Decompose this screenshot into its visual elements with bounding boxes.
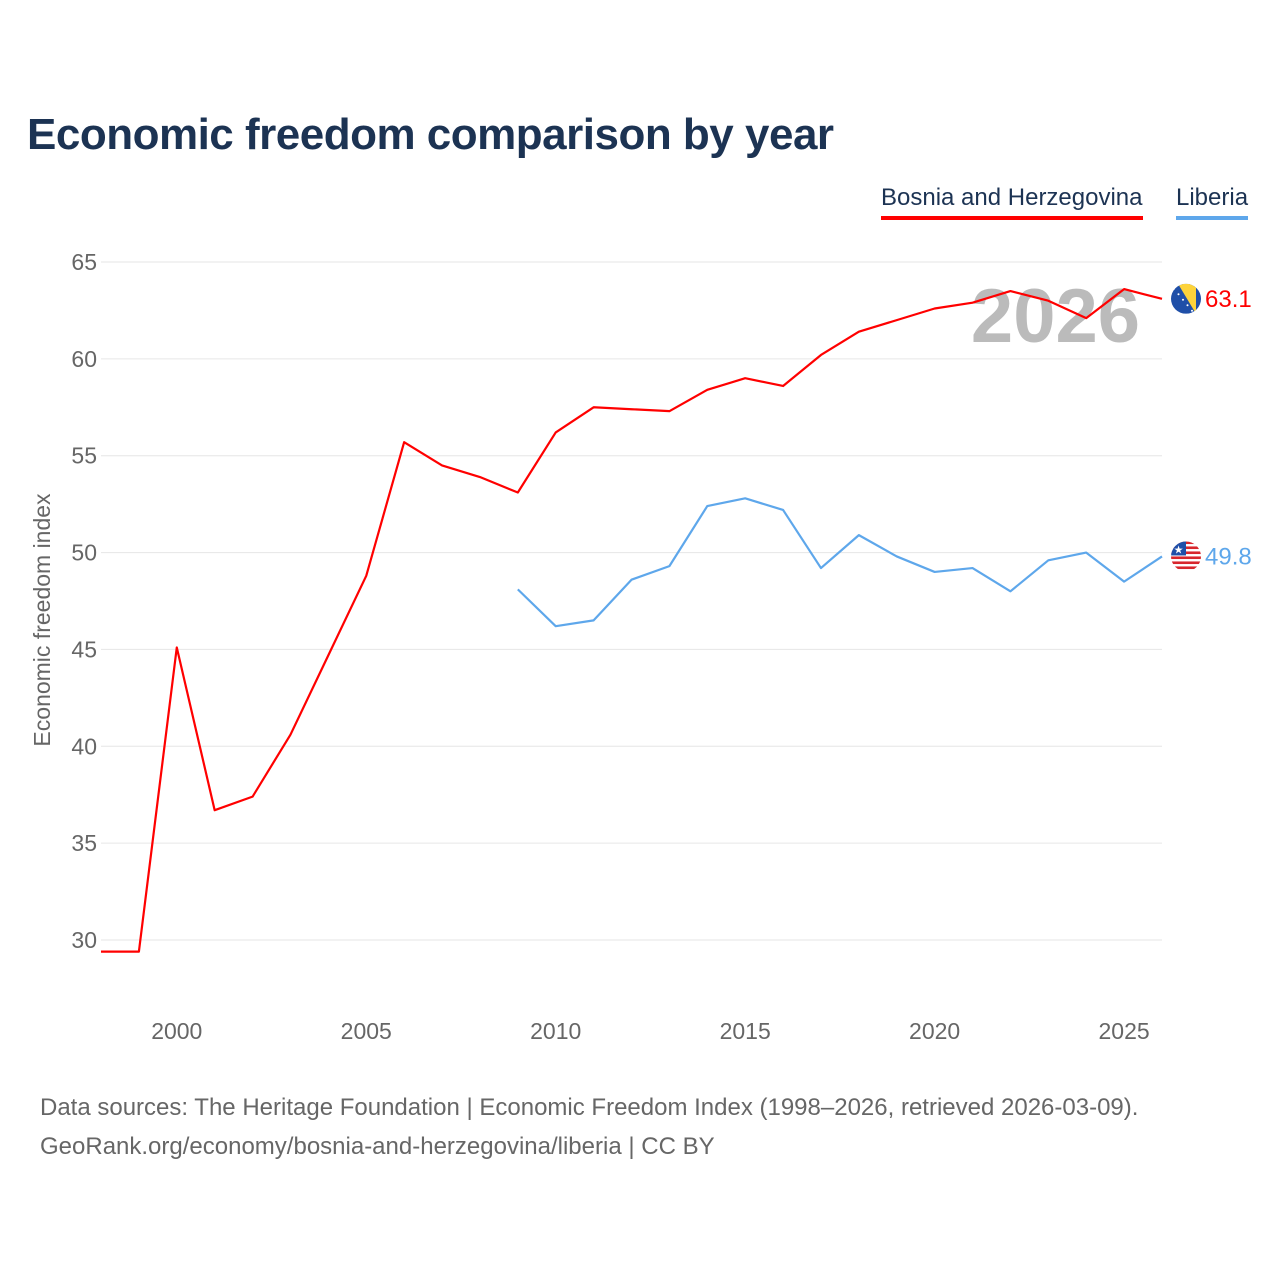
chart-title: Economic freedom comparison by year	[27, 110, 834, 159]
legend-item-bosnia[interactable]: Bosnia and Herzegovina	[881, 184, 1143, 220]
x-tick-label: 2010	[530, 1018, 581, 1044]
bosnia-flag-icon	[1171, 283, 1201, 314]
data-point[interactable]	[894, 553, 900, 559]
series-line-bosnia[interactable]	[101, 288, 1163, 953]
data-point[interactable]	[666, 408, 672, 414]
data-point[interactable]	[1121, 579, 1127, 585]
data-point[interactable]	[1007, 588, 1013, 594]
data-point[interactable]	[591, 617, 597, 623]
data-point[interactable]	[250, 794, 256, 800]
data-point[interactable]	[742, 495, 748, 501]
data-point[interactable]	[1159, 296, 1165, 302]
data-point[interactable]	[894, 317, 900, 323]
data-point[interactable]	[1045, 557, 1051, 563]
data-point[interactable]	[553, 623, 559, 629]
data-point[interactable]	[1121, 286, 1127, 292]
y-axis-label: Economic freedom index	[29, 493, 55, 747]
y-tick-label: 35	[71, 830, 97, 856]
data-point[interactable]	[629, 406, 635, 412]
y-tick-label: 65	[71, 249, 97, 275]
data-point[interactable]	[325, 652, 331, 658]
data-point[interactable]	[212, 807, 218, 813]
data-point[interactable]	[1083, 550, 1089, 556]
end-value-label: 49.8	[1205, 543, 1252, 570]
y-tick-label: 40	[71, 733, 97, 759]
footer: Data sources: The Heritage Foundation | …	[40, 1088, 1138, 1166]
data-point[interactable]	[174, 644, 180, 650]
data-point[interactable]	[629, 577, 635, 583]
data-point[interactable]	[742, 375, 748, 381]
data-point[interactable]	[932, 569, 938, 575]
data-point[interactable]	[1159, 553, 1165, 559]
data-point[interactable]	[932, 305, 938, 311]
data-point[interactable]	[477, 474, 483, 480]
x-tick-label: 2005	[341, 1018, 392, 1044]
data-point[interactable]	[1083, 315, 1089, 321]
data-point[interactable]	[780, 383, 786, 389]
x-tick-label: 2015	[720, 1018, 771, 1044]
svg-text:★: ★	[1174, 544, 1184, 556]
data-point[interactable]	[1045, 298, 1051, 304]
y-tick-label: 60	[71, 346, 97, 372]
data-point[interactable]	[591, 404, 597, 410]
data-point[interactable]	[818, 352, 824, 358]
data-point[interactable]	[666, 563, 672, 569]
data-point[interactable]	[704, 503, 710, 509]
data-point[interactable]	[98, 949, 104, 955]
y-tick-label: 55	[71, 443, 97, 469]
series-line-liberia[interactable]	[517, 497, 1163, 628]
x-tick-label: 2025	[1099, 1018, 1150, 1044]
y-tick-label: 30	[71, 927, 97, 953]
data-point[interactable]	[553, 429, 559, 435]
data-point[interactable]	[856, 329, 862, 335]
data-point[interactable]	[970, 565, 976, 571]
data-point[interactable]	[818, 565, 824, 571]
end-value-label: 63.1	[1205, 286, 1252, 313]
data-point[interactable]	[704, 387, 710, 393]
legend-item-liberia[interactable]: Liberia	[1176, 184, 1249, 220]
footer-link[interactable]: GeoRank.org/economy/bosnia-and-herzegovi…	[40, 1133, 715, 1160]
year-watermark: 2026	[971, 274, 1140, 359]
data-point[interactable]	[780, 507, 786, 513]
data-point[interactable]	[287, 732, 293, 738]
y-tick-label: 45	[71, 636, 97, 662]
x-tick-label: 2020	[909, 1018, 960, 1044]
footer-sources: Data sources: The Heritage Foundation | …	[40, 1094, 1139, 1121]
data-point[interactable]	[363, 573, 369, 579]
data-point[interactable]	[970, 300, 976, 306]
data-point[interactable]	[515, 586, 521, 592]
data-point[interactable]	[401, 439, 407, 445]
data-point[interactable]	[1007, 288, 1013, 294]
data-point[interactable]	[515, 490, 521, 496]
liberia-flag-icon: ★	[1171, 541, 1201, 570]
data-point[interactable]	[856, 532, 862, 538]
data-point[interactable]	[136, 949, 142, 955]
data-point[interactable]	[439, 462, 445, 468]
y-tick-label: 50	[71, 540, 97, 566]
x-tick-label: 2000	[151, 1018, 202, 1044]
